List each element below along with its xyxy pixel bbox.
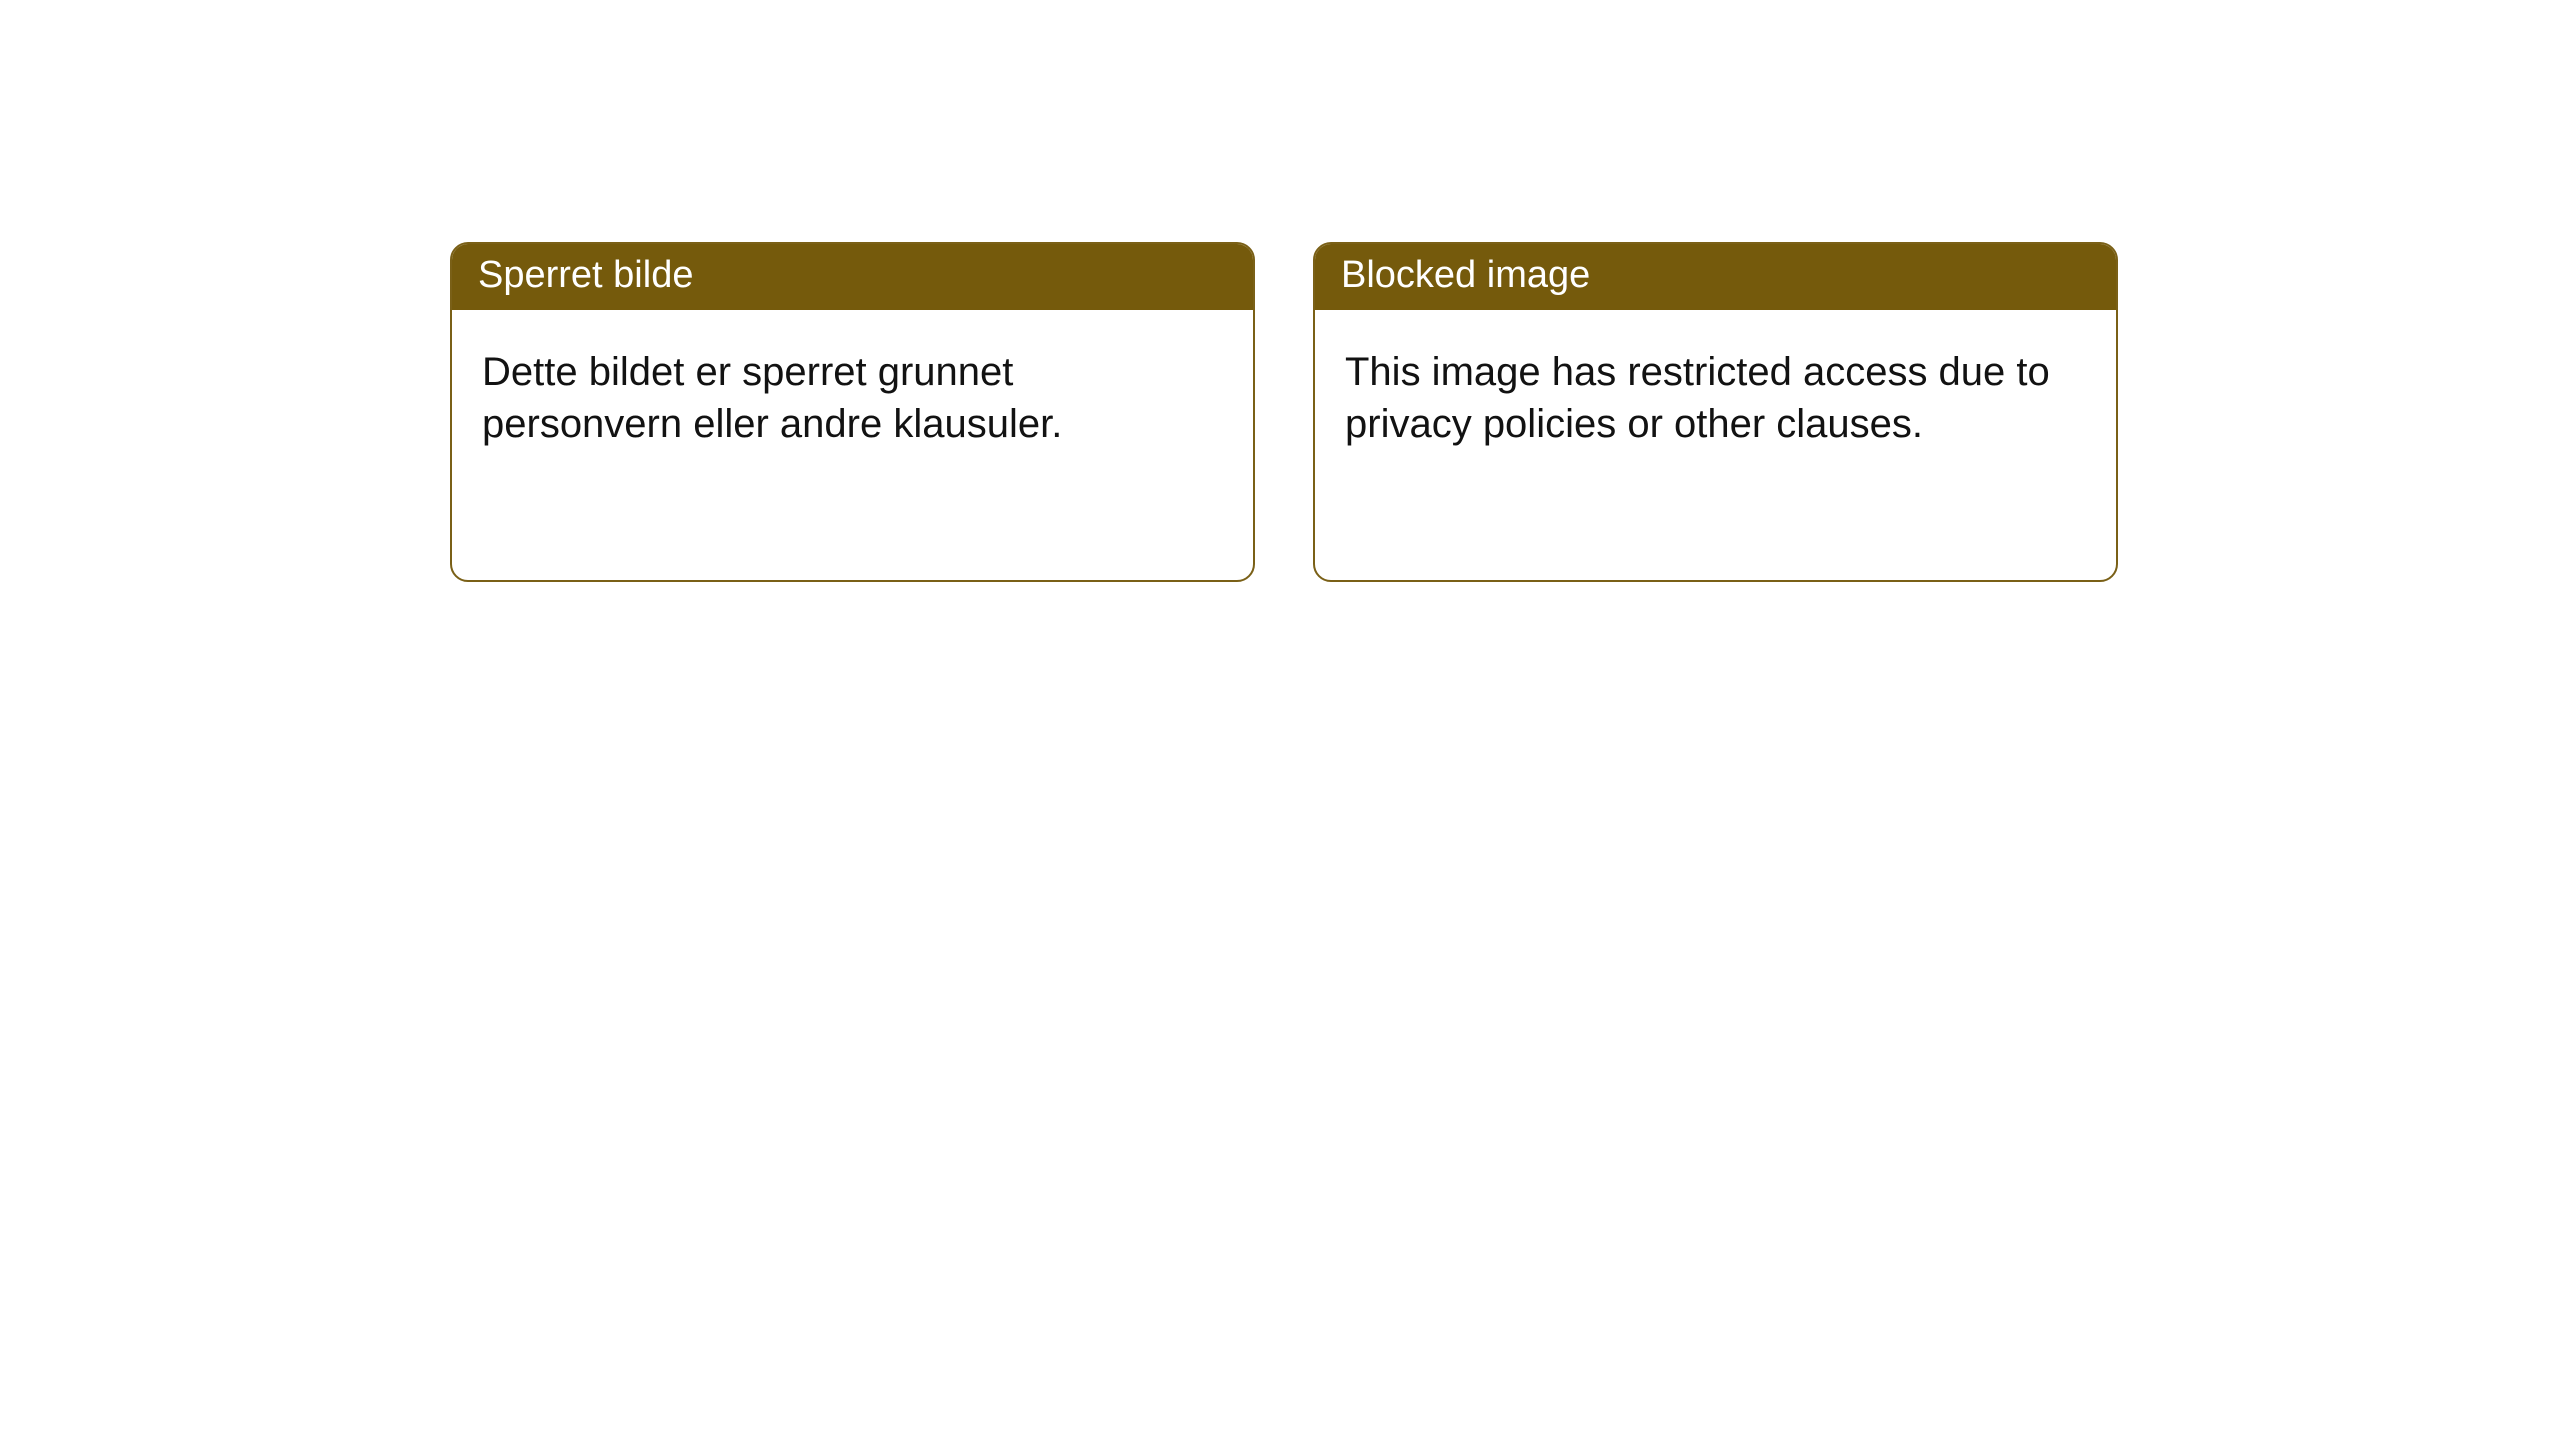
- card-body-en: This image has restricted access due to …: [1315, 310, 2116, 480]
- card-header-no: Sperret bilde: [452, 244, 1253, 310]
- card-header-en: Blocked image: [1315, 244, 2116, 310]
- blocked-image-cards-row: Sperret bilde Dette bildet er sperret gr…: [450, 242, 2118, 582]
- blocked-image-card-no: Sperret bilde Dette bildet er sperret gr…: [450, 242, 1255, 582]
- blocked-image-card-en: Blocked image This image has restricted …: [1313, 242, 2118, 582]
- card-body-no: Dette bildet er sperret grunnet personve…: [452, 310, 1253, 480]
- page: Sperret bilde Dette bildet er sperret gr…: [0, 0, 2560, 1440]
